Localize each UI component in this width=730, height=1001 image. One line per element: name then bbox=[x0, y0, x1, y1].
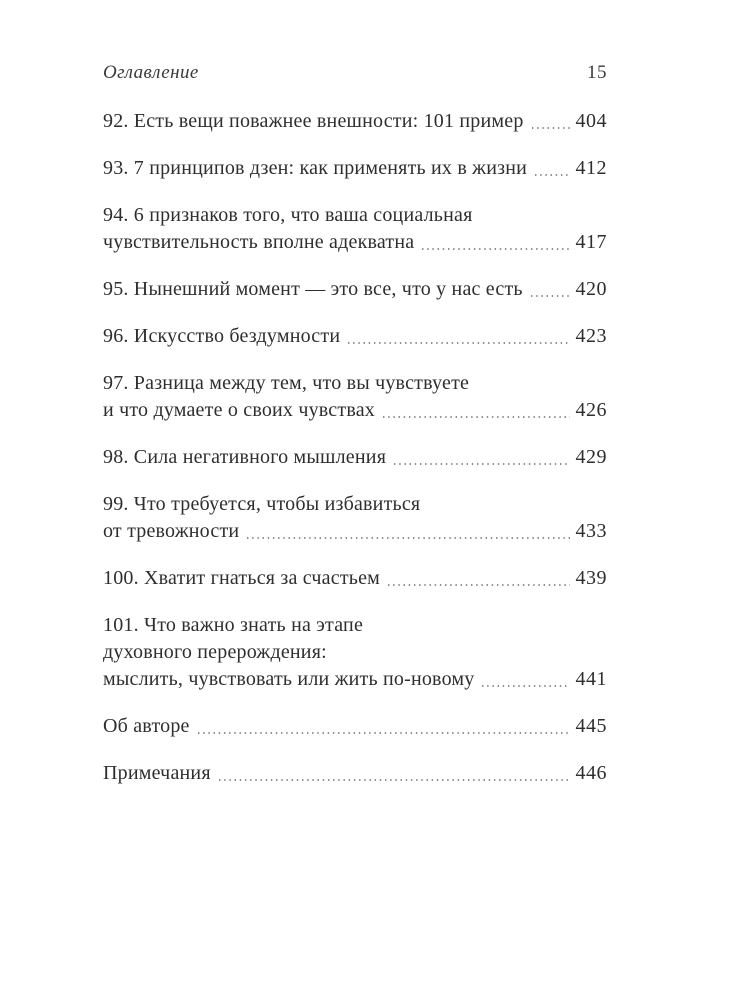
toc-entry-page-number: 446 bbox=[575, 762, 607, 784]
toc-entry-text-line: 97. Разница между тем, что вы чувствуете bbox=[103, 372, 470, 394]
dot-leader bbox=[247, 537, 570, 539]
toc-entry: 100. Хватит гнаться за счастьем 439 bbox=[103, 565, 607, 592]
toc-entry-text-line: 101. Что важно знать на этапе bbox=[103, 614, 364, 636]
running-head-page-number: 15 bbox=[587, 62, 607, 83]
toc-entry-page-number: 426 bbox=[575, 399, 607, 421]
toc-entry-page-number: 433 bbox=[575, 520, 607, 542]
dot-leader bbox=[383, 416, 570, 418]
toc-entry-text: 100. Хватит гнаться за счастьем bbox=[103, 567, 381, 589]
toc-entry-last-line: 98. Сила негативного мышления 429 bbox=[103, 444, 607, 471]
toc-entry-last-line: Примечания 446 bbox=[103, 760, 607, 787]
toc-entry-page-number: 445 bbox=[575, 715, 607, 737]
toc-entry-last-line: от тревожности 433 bbox=[103, 518, 607, 545]
toc-entry-page-number: 420 bbox=[575, 278, 607, 300]
dot-leader bbox=[531, 127, 570, 129]
toc-entry-text-line: 94. 6 признаков того, что ваша социальна… bbox=[103, 204, 473, 226]
toc-entry-last-line: и что думаете о своих чувствах 426 bbox=[103, 397, 607, 424]
toc-entry-text: 92. Есть вещи поважнее внешности: 101 пр… bbox=[103, 110, 524, 132]
toc-entry-page-number: 412 bbox=[575, 157, 607, 179]
toc-entry-text: от тревожности bbox=[103, 520, 240, 542]
toc-entry-text: Об авторе bbox=[103, 715, 190, 737]
dot-leader bbox=[482, 685, 570, 687]
toc-entry-page-number: 429 bbox=[575, 446, 607, 468]
toc-entry-last-line: Об авторе 445 bbox=[103, 713, 607, 740]
dot-leader bbox=[530, 295, 570, 297]
toc-entry: 93. 7 принципов дзен: как применять их в… bbox=[103, 155, 607, 182]
toc-entry-last-line: чувствительность вполне адекватна 417 bbox=[103, 229, 607, 256]
toc-entry-text-line: духовного перерождения: bbox=[103, 641, 327, 663]
toc-entry-text: и что думаете о своих чувствах bbox=[103, 399, 375, 421]
table-of-contents: 92. Есть вещи поважнее внешности: 101 пр… bbox=[103, 108, 607, 787]
dot-leader bbox=[388, 584, 570, 586]
toc-entry-last-line: мыслить, чувствовать или жить по-новому 4… bbox=[103, 666, 607, 693]
toc-entry-text: мыслить, чувствовать или жить по-новому bbox=[103, 668, 475, 690]
toc-entry-page-number: 439 bbox=[575, 567, 607, 589]
toc-entry: Об авторе 445 bbox=[103, 713, 607, 740]
dot-leader bbox=[348, 342, 570, 344]
toc-entry-page-number: 404 bbox=[575, 110, 607, 132]
toc-entry: 94. 6 признаков того, что ваша социальна… bbox=[103, 202, 607, 256]
toc-entry: Примечания 446 bbox=[103, 760, 607, 787]
toc-entry-text-line: 99. Что требуется, чтобы избавиться bbox=[103, 493, 421, 515]
toc-entry: 98. Сила негативного мышления 429 bbox=[103, 444, 607, 471]
toc-entry: 95. Нынешний момент — это все, что у нас… bbox=[103, 276, 607, 303]
dot-leader bbox=[218, 779, 570, 781]
toc-entry-page-number: 423 bbox=[575, 325, 607, 347]
dot-leader bbox=[197, 732, 570, 734]
toc-entry: 97. Разница между тем, что вы чувствуете… bbox=[103, 370, 607, 424]
running-head-title: Оглавление bbox=[103, 62, 199, 83]
toc-entry: 96. Искусство бездумности 423 bbox=[103, 323, 607, 350]
dot-leader bbox=[535, 174, 570, 176]
toc-entry-last-line: 93. 7 принципов дзен: как применять их в… bbox=[103, 155, 607, 182]
toc-entry-text: 93. 7 принципов дзен: как применять их в… bbox=[103, 157, 528, 179]
toc-entry-page-number: 441 bbox=[575, 668, 607, 690]
toc-entry: 99. Что требуется, чтобы избавиться от тр… bbox=[103, 491, 607, 545]
running-head: Оглавление 15 bbox=[103, 62, 607, 84]
dot-leader bbox=[394, 463, 570, 465]
toc-entry-last-line: 96. Искусство бездумности 423 bbox=[103, 323, 607, 350]
toc-entry: 101. Что важно знать на этапе духовного п… bbox=[103, 612, 607, 693]
toc-entry-text: 98. Сила негативного мышления bbox=[103, 446, 387, 468]
toc-entry-page-number: 417 bbox=[575, 231, 607, 253]
toc-entry-last-line: 100. Хватит гнаться за счастьем 439 bbox=[103, 565, 607, 592]
dot-leader bbox=[422, 248, 570, 250]
toc-entry-text: Примечания bbox=[103, 762, 211, 784]
toc-entry-text: 96. Искусство бездумности bbox=[103, 325, 341, 347]
toc-entry-text: чувствительность вполне адекватна bbox=[103, 231, 415, 253]
toc-entry: 92. Есть вещи поважнее внешности: 101 пр… bbox=[103, 108, 607, 135]
toc-entry-last-line: 95. Нынешний момент — это все, что у нас… bbox=[103, 276, 607, 303]
toc-entry-last-line: 92. Есть вещи поважнее внешности: 101 пр… bbox=[103, 108, 607, 135]
toc-entry-text: 95. Нынешний момент — это все, что у нас… bbox=[103, 278, 523, 300]
